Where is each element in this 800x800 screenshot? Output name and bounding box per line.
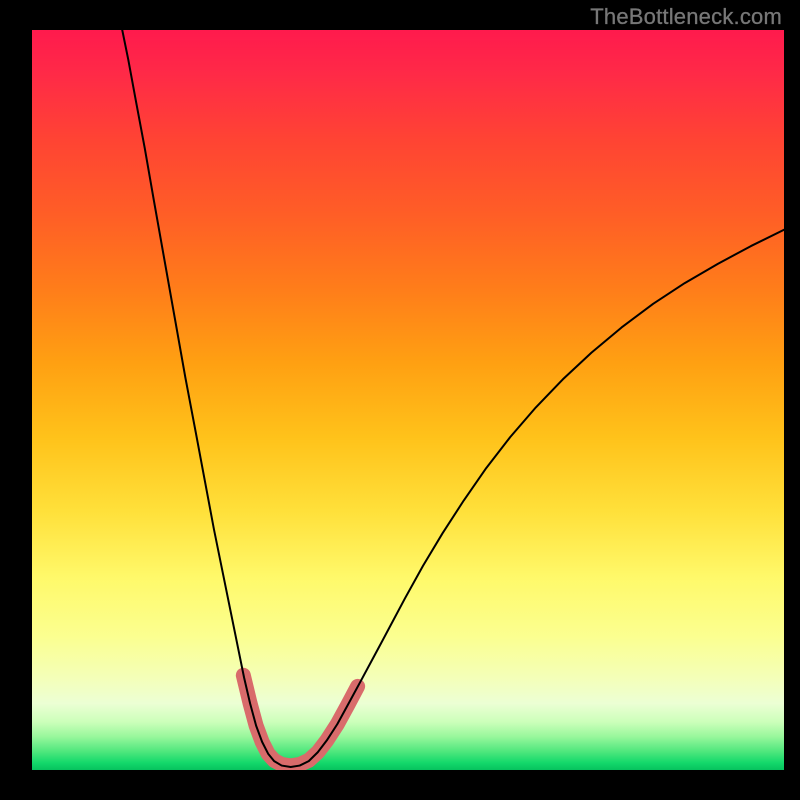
plot-area <box>32 30 784 770</box>
watermark-text: TheBottleneck.com <box>590 4 782 30</box>
chart-svg <box>32 30 784 770</box>
chart-background <box>32 30 784 770</box>
